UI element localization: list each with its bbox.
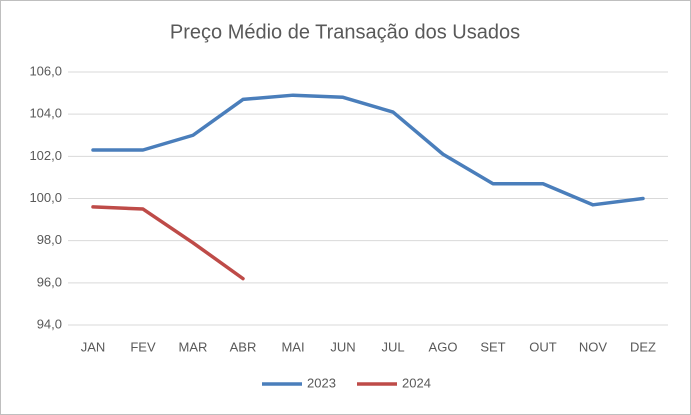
x-tick-label: OUT bbox=[529, 339, 557, 354]
x-tick-label: SET bbox=[480, 339, 505, 354]
y-tick-label: 96,0 bbox=[37, 274, 62, 289]
x-tick-label: AGO bbox=[429, 339, 458, 354]
chart-title: Preço Médio de Transação dos Usados bbox=[170, 21, 520, 43]
y-tick-label: 94,0 bbox=[37, 316, 62, 331]
x-tick-label: JUL bbox=[381, 339, 404, 354]
y-tick-label: 98,0 bbox=[37, 232, 62, 247]
x-tick-label: FEV bbox=[130, 339, 156, 354]
legend-label: 2023 bbox=[307, 375, 336, 390]
y-tick-label: 104,0 bbox=[29, 106, 62, 121]
y-tick-label: 102,0 bbox=[29, 148, 62, 163]
x-tick-label: MAI bbox=[281, 339, 304, 354]
x-tick-label: DEZ bbox=[630, 339, 656, 354]
y-tick-label: 100,0 bbox=[29, 190, 62, 205]
line-series bbox=[91, 93, 645, 207]
x-tick-label: MAR bbox=[179, 339, 208, 354]
x-tick-label: ABR bbox=[230, 339, 257, 354]
y-tick-label: 106,0 bbox=[29, 63, 62, 78]
x-tick-label: JAN bbox=[81, 339, 106, 354]
legend-label: 2024 bbox=[402, 375, 431, 390]
line-series bbox=[91, 205, 245, 281]
x-tick-label: JUN bbox=[330, 339, 355, 354]
x-tick-label: NOV bbox=[579, 339, 608, 354]
